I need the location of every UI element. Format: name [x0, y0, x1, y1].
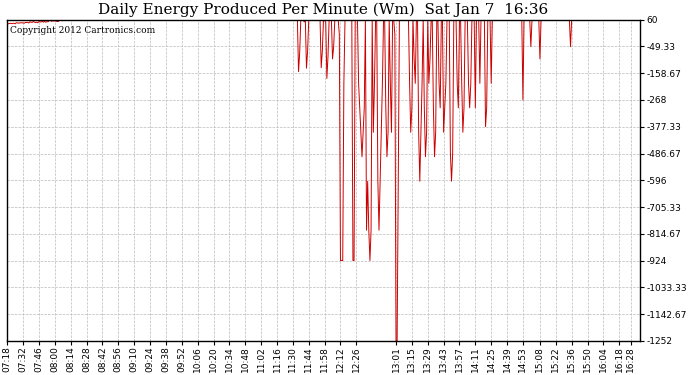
Title: Daily Energy Produced Per Minute (Wm)  Sat Jan 7  16:36: Daily Energy Produced Per Minute (Wm) Sa…	[99, 3, 549, 17]
Text: Copyright 2012 Cartronics.com: Copyright 2012 Cartronics.com	[10, 26, 156, 35]
